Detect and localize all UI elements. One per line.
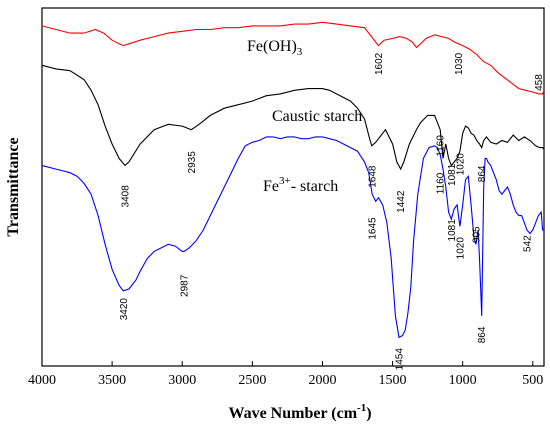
x-axis-title: Wave Number (cm-1) [228,402,371,422]
peak-label: 1081 [447,163,458,186]
x-tick-label: 4000 [28,373,56,388]
series-label-fe3-starch: Fe3+- starch [263,175,338,195]
peak-label: 1602 [374,52,385,75]
peak-label: 2935 [187,151,198,174]
peak-label: 1020 [455,153,466,176]
x-axis-ticks: 4000 3500 3000 2500 2000 1500 1000 500 [28,361,543,388]
peak-label: 1648 [367,165,378,188]
peak-label: 1645 [368,217,379,240]
x-tick-label: 2500 [238,373,266,388]
peak-label: 864 [477,326,488,343]
peak-label: 905 [472,226,483,243]
series-line-1 [41,64,545,171]
series-label-caustic-starch: Caustic starch [272,108,362,125]
x-tick-label: 3500 [98,373,126,388]
series-layer [41,21,545,339]
peak-label: 1020 [455,237,466,260]
plot-frame [41,7,545,367]
series-line-2 [41,136,544,339]
peak-label: 1160 [436,172,447,194]
x-tick-label: 1500 [379,373,407,388]
peak-label: 1160 [436,135,447,157]
x-tick-label: 2000 [308,373,336,388]
peak-label: 1454 [395,348,406,371]
series-label-fe-oh-3: Fe(OH)3 [247,38,303,58]
peak-label: 458 [534,74,545,91]
peak-label: 542 [522,235,533,252]
peak-label: 864 [477,165,488,182]
y-axis-title: Transmittance [5,137,22,236]
peak-label: 3420 [119,298,130,321]
peak-label: 1442 [396,190,407,213]
x-tick-label: 500 [522,373,543,388]
x-tick-label: 3000 [168,373,196,388]
peak-label: 2987 [180,274,191,297]
peak-label: 1081 [447,219,458,242]
series-line-0 [41,21,545,95]
peak-label: 3408 [121,185,132,208]
peak-label: 1030 [454,52,465,75]
x-tick-label: 1000 [449,373,477,388]
